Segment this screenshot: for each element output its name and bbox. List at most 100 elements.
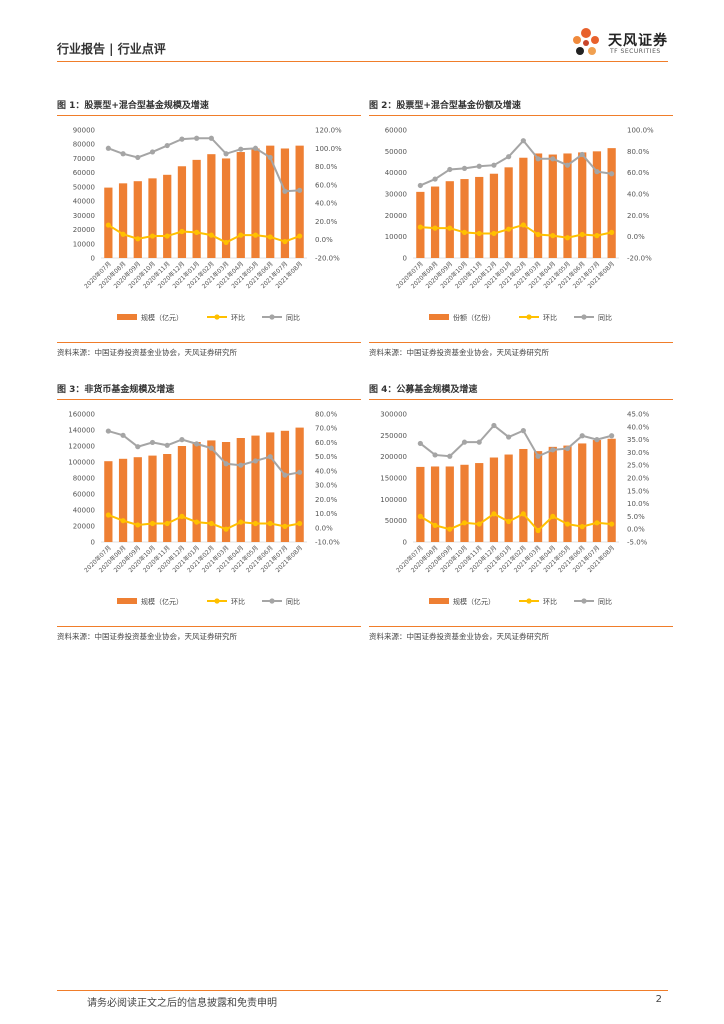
mom-point (564, 235, 571, 241)
figure-source: 资料来源：中国证券投资基金业协会，天风证券研究所 (369, 632, 549, 641)
bar (163, 454, 172, 542)
yoy-point (164, 442, 170, 448)
yoy-point (252, 145, 259, 151)
legend-label: 份额（亿份） (453, 313, 495, 322)
mom-point (135, 522, 141, 528)
bar (519, 157, 528, 258)
bar (607, 438, 616, 542)
bar (118, 183, 128, 258)
bar (104, 461, 113, 542)
legend-swatch-point (214, 314, 220, 320)
header-divider (57, 61, 668, 62)
yoy-point (267, 154, 273, 161)
bar (236, 438, 245, 542)
yoy-point (282, 188, 288, 194)
legend-swatch-bar (117, 314, 137, 320)
yoy-point (520, 138, 526, 144)
right-axis-tick: 60.0% (315, 181, 338, 189)
mom-point (149, 233, 156, 239)
yoy-point (461, 165, 468, 171)
mom-point (535, 231, 541, 238)
yoy-point (297, 187, 303, 193)
mom-point (282, 523, 288, 529)
mom-point (105, 222, 111, 228)
legend-swatch-bar (117, 598, 137, 604)
yoy-point (267, 454, 273, 460)
yoy-point (120, 151, 126, 157)
right-axis-tick: 80.0% (315, 411, 338, 419)
figure-top-rule (57, 115, 361, 116)
left-axis-tick: 50000 (385, 517, 407, 525)
legend-swatch-point (526, 598, 532, 604)
yoy-point (208, 135, 214, 141)
yoy-point (417, 182, 423, 189)
right-axis-tick: 45.0% (627, 411, 650, 419)
yoy-point (447, 453, 453, 459)
bar (221, 158, 231, 258)
bar (445, 181, 454, 258)
yoy-point (179, 437, 185, 443)
right-axis-tick: 35.0% (627, 436, 650, 444)
right-axis-tick: 120.0% (315, 127, 342, 135)
mom-point (120, 231, 126, 237)
yoy-point (135, 154, 141, 161)
bar (207, 154, 216, 258)
yoy-point (417, 440, 423, 447)
mom-point (447, 526, 453, 532)
left-axis-tick: 30000 (385, 191, 407, 199)
right-axis-tick: 70.0% (315, 425, 338, 433)
chart-1: 0 10000 20000 30000 40000 50000 60000 70000 8000… (73, 127, 342, 323)
yoy-point (105, 145, 111, 151)
right-axis-tick: 0.0% (315, 524, 333, 532)
logo-text-cn: 天风证券 (608, 33, 668, 49)
bar (192, 159, 201, 258)
legend-label: 同比 (286, 313, 300, 322)
right-axis-tick: 40.0% (315, 200, 338, 208)
left-axis-tick: 70000 (73, 155, 95, 163)
right-axis-tick: 30.0% (627, 449, 650, 457)
mom-point (164, 520, 170, 527)
bar (460, 464, 469, 542)
bar (133, 457, 142, 542)
left-axis-tick: 100000 (68, 459, 95, 467)
right-axis-tick: 100.0% (315, 145, 342, 153)
yoy-point (252, 458, 259, 464)
mom-point (267, 520, 273, 527)
bar (133, 181, 142, 258)
bar (416, 466, 425, 542)
mom-point (238, 519, 244, 525)
right-axis-tick: -10.0% (315, 539, 340, 547)
mom-point (432, 522, 438, 528)
right-axis-tick: 60.0% (315, 439, 338, 447)
yoy-point (579, 151, 585, 158)
figure-title: 图 3：非货币基金规模及增速 (57, 385, 175, 395)
legend-swatch-bar (429, 598, 449, 604)
bar (192, 442, 201, 542)
right-axis-tick: 100.0% (627, 127, 654, 135)
right-axis-tick: 40.0% (627, 423, 650, 431)
figure-bottom-rule (369, 342, 673, 343)
left-axis-tick: 0 (403, 539, 407, 547)
legend-swatch-point (214, 598, 220, 604)
left-axis-tick: 300000 (380, 411, 407, 419)
yoy-point (105, 428, 111, 434)
yoy-point (506, 154, 512, 160)
yoy-point (564, 162, 571, 168)
mom-point (297, 520, 303, 527)
mom-point (223, 239, 229, 246)
mom-point (506, 226, 512, 232)
bar (236, 152, 245, 258)
figure-top-rule (57, 399, 361, 400)
mom-point (609, 521, 615, 527)
right-axis-tick: 40.0% (315, 467, 338, 475)
yoy-point (208, 445, 214, 451)
mom-point (594, 233, 600, 239)
right-axis-tick: 20.0% (627, 475, 650, 483)
legend-label: 环比 (543, 597, 557, 606)
bar (163, 174, 172, 258)
legend-swatch-point (581, 314, 587, 320)
left-axis-tick: 10000 (385, 233, 407, 241)
mom-point (223, 526, 229, 532)
mom-point (208, 520, 214, 527)
yoy-series-line (419, 424, 612, 458)
